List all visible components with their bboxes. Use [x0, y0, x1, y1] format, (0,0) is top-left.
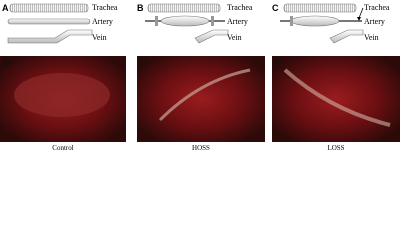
panel-label: E: [140, 57, 146, 67]
structure-label: Artery: [92, 17, 113, 26]
photo-f: [272, 56, 400, 142]
caption: HOSS: [192, 144, 210, 152]
panel-label: F: [275, 57, 281, 67]
structure-label: Artery: [364, 17, 385, 26]
caption: LOSS: [327, 144, 344, 152]
structure-label: Trachea: [227, 3, 253, 12]
panel-label: B: [137, 3, 144, 13]
caption: Control: [52, 144, 73, 152]
diagram-a: [7, 3, 93, 44]
diagram-c: [280, 3, 364, 44]
structure-label: Vein: [364, 33, 379, 42]
panel-label: C: [272, 3, 279, 13]
structure-label: Artery: [227, 17, 248, 26]
structure-label: Vein: [227, 33, 242, 42]
photo-e: [137, 56, 265, 142]
photo-d: [0, 56, 126, 142]
panel-label: A: [2, 3, 9, 13]
structure-label: Trachea: [92, 3, 118, 12]
panel-label: D: [3, 57, 10, 67]
figure: A Trachea Artery Vein B Trachea Artery V…: [0, 3, 400, 152]
diagram-b: [145, 3, 229, 44]
structure-label: Vein: [92, 33, 107, 42]
structure-label: Trachea: [364, 3, 390, 12]
